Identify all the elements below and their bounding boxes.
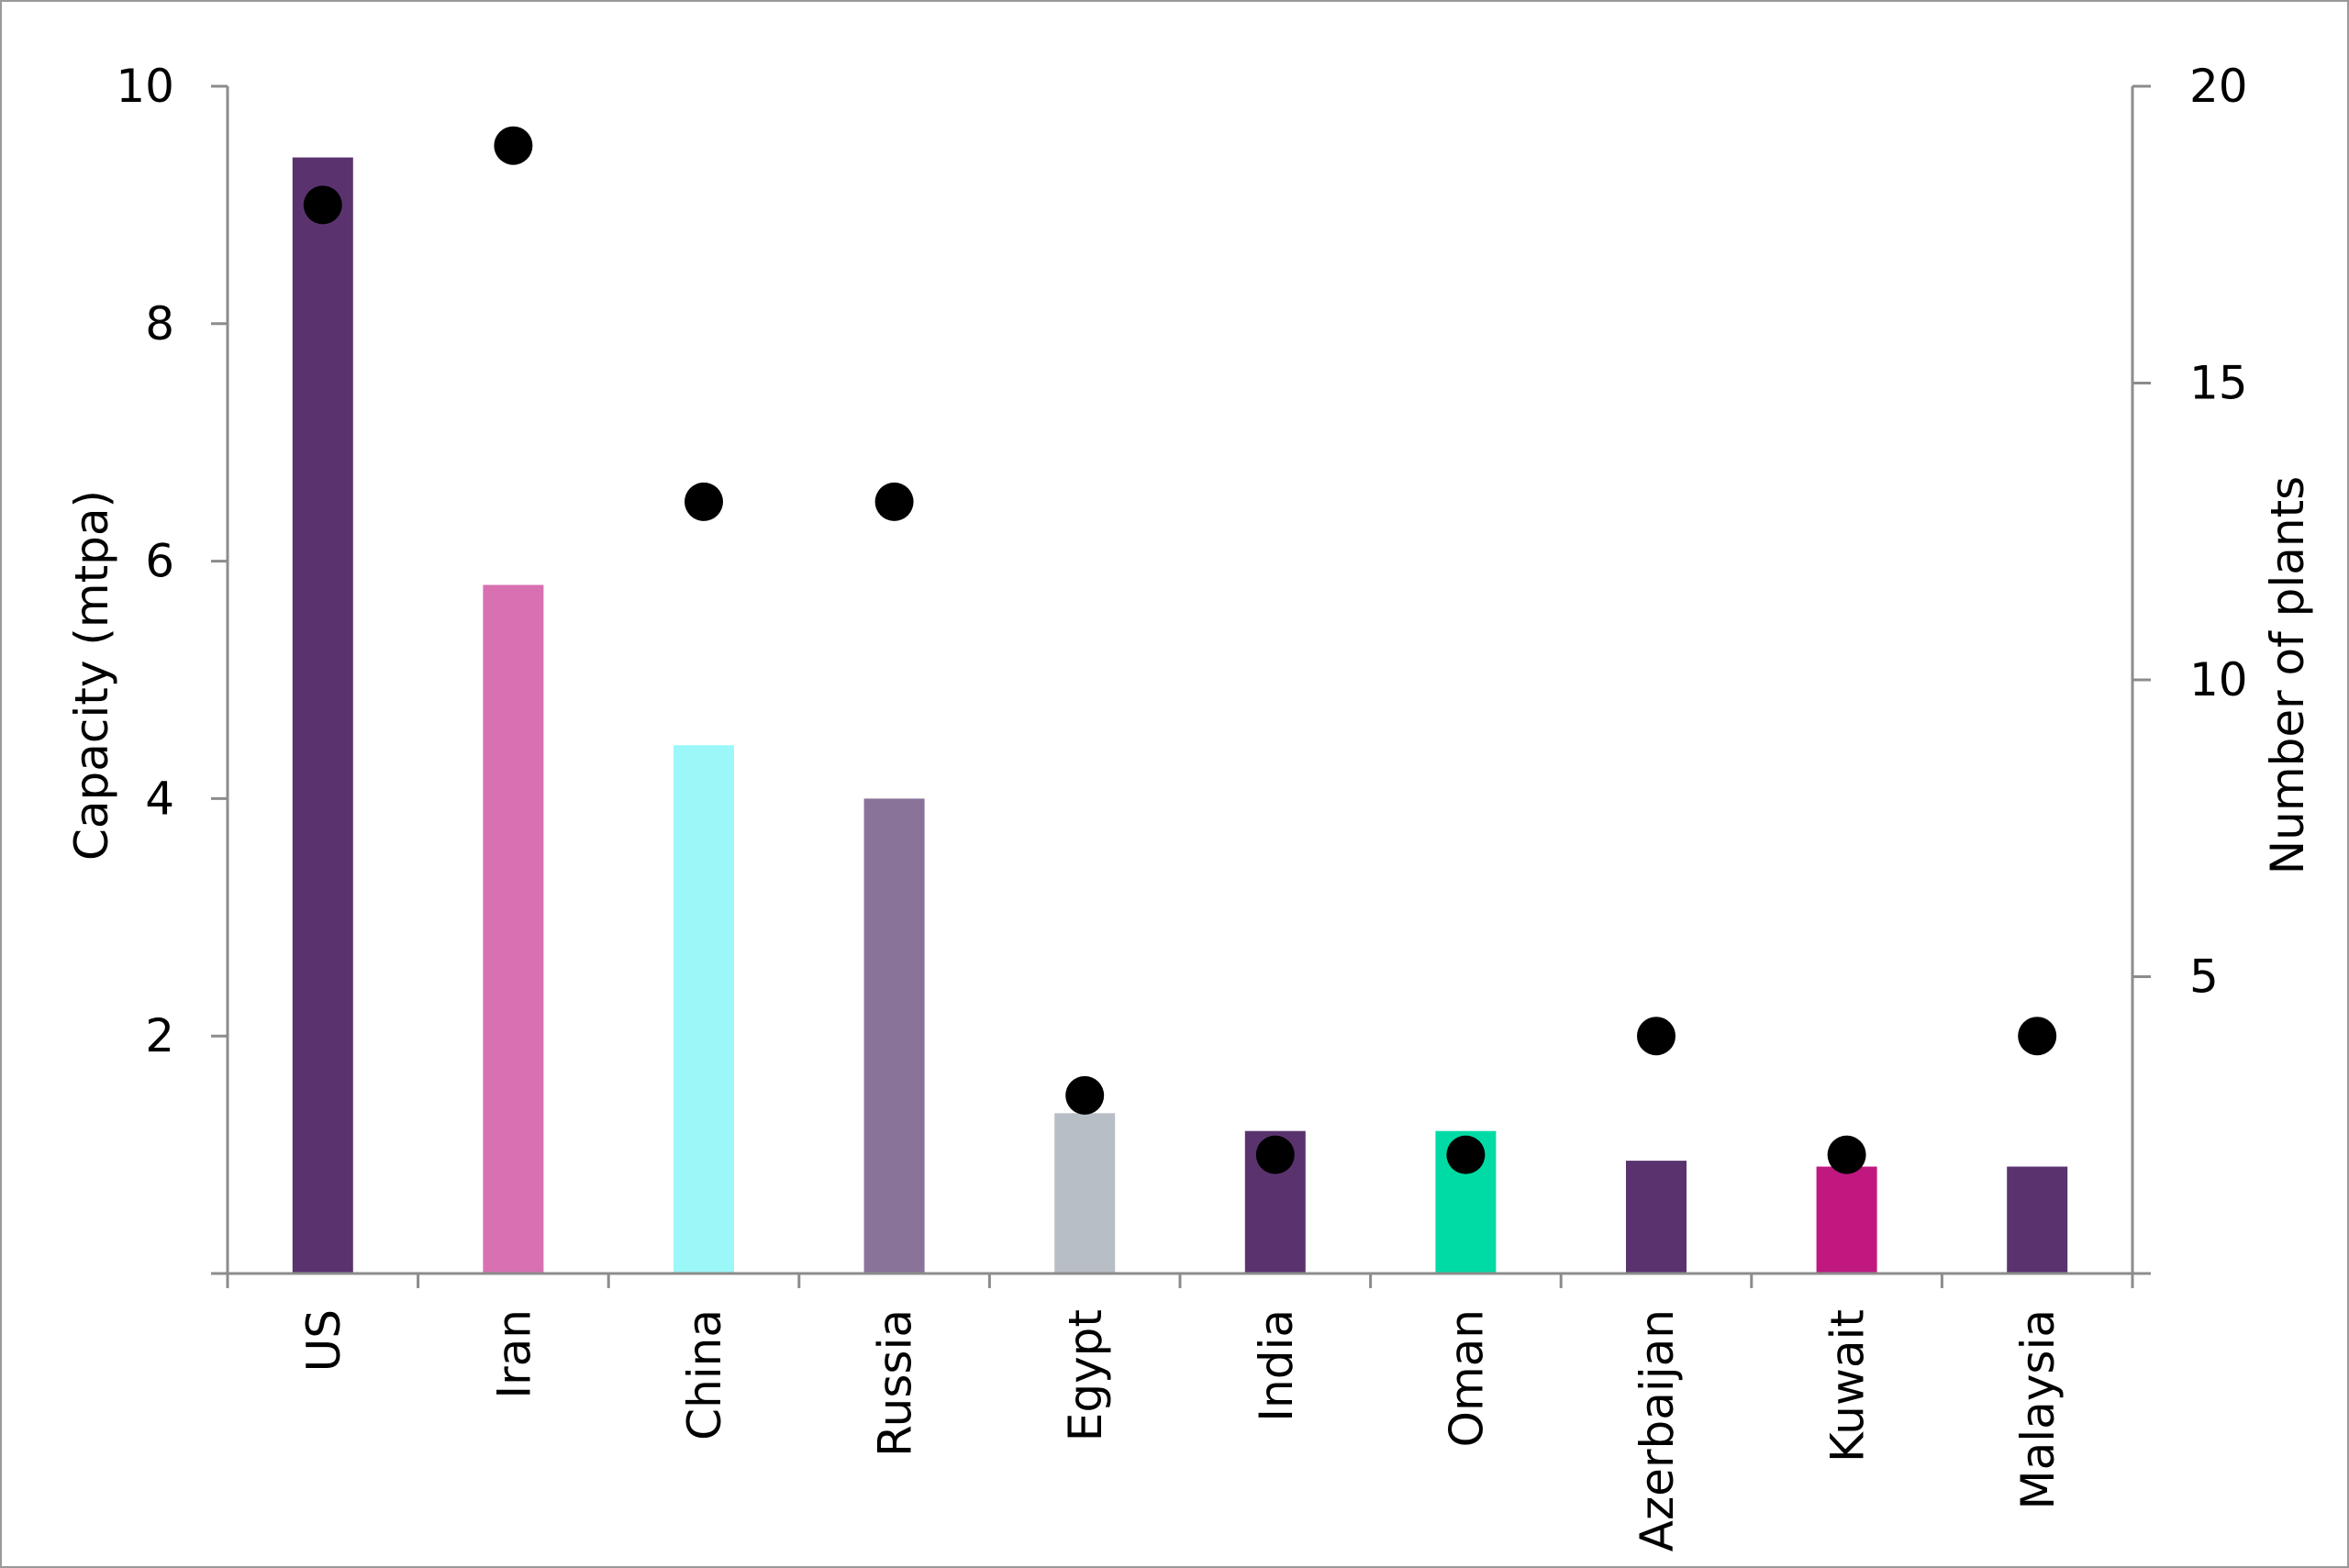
bar-malaysia [2007, 1166, 2068, 1273]
category-label-india: India [1250, 1309, 1303, 1422]
category-label-kuwait: Kuwait [1821, 1309, 1875, 1462]
point-oman [1446, 1135, 1486, 1174]
point-iran [494, 126, 533, 165]
right-tick-label-15: 15 [2189, 357, 2248, 410]
point-india [1255, 1135, 1295, 1174]
point-russia [874, 482, 914, 521]
point-us [303, 185, 342, 225]
bar-iran [483, 584, 544, 1273]
category-label-us: US [297, 1309, 351, 1372]
left-tick-label-10: 10 [116, 60, 174, 113]
left-tick-label-2: 2 [145, 1009, 174, 1062]
category-label-russia: Russia [869, 1309, 922, 1457]
bar-egypt [1054, 1113, 1116, 1273]
point-malaysia [2018, 1017, 2057, 1056]
right-tick-label-5: 5 [2189, 951, 2219, 1004]
right-tick-label-10: 10 [2189, 653, 2248, 706]
right-tick-label-20: 20 [2189, 60, 2248, 113]
bar-kuwait [1816, 1166, 1877, 1273]
point-egypt [1065, 1075, 1105, 1115]
category-label-egypt: Egypt [1059, 1309, 1112, 1441]
axes-layer [211, 84, 2151, 1288]
category-label-iran: Iran [487, 1309, 540, 1399]
left-tick-label-4: 4 [145, 772, 174, 825]
points-layer [303, 126, 2057, 1174]
bars-layer [292, 157, 2068, 1274]
bar-us [292, 157, 353, 1274]
category-label-china: China [678, 1309, 731, 1440]
right-axis-title: Number of plants [2261, 476, 2314, 874]
left-tick-label-8: 8 [145, 297, 174, 350]
category-label-oman: Oman [1440, 1309, 1493, 1447]
bar-azerbaijan [1626, 1161, 1687, 1273]
category-label-malaysia: Malaysia [2011, 1309, 2065, 1509]
left-tick-label-6: 6 [145, 535, 174, 588]
left-axis-title: Capacity (mtpa) [65, 490, 118, 861]
bar-russia [863, 798, 925, 1273]
category-label-azerbaijan: Azerbaijan [1631, 1309, 1684, 1551]
labels-layer: 2 4 6 8 10 5 10 15 20 US Iran China Russia Egypt India… [65, 60, 2314, 1551]
point-kuwait [1827, 1135, 1866, 1174]
point-china [685, 482, 723, 521]
point-azerbaijan [1637, 1017, 1675, 1056]
bar-china [674, 745, 734, 1273]
